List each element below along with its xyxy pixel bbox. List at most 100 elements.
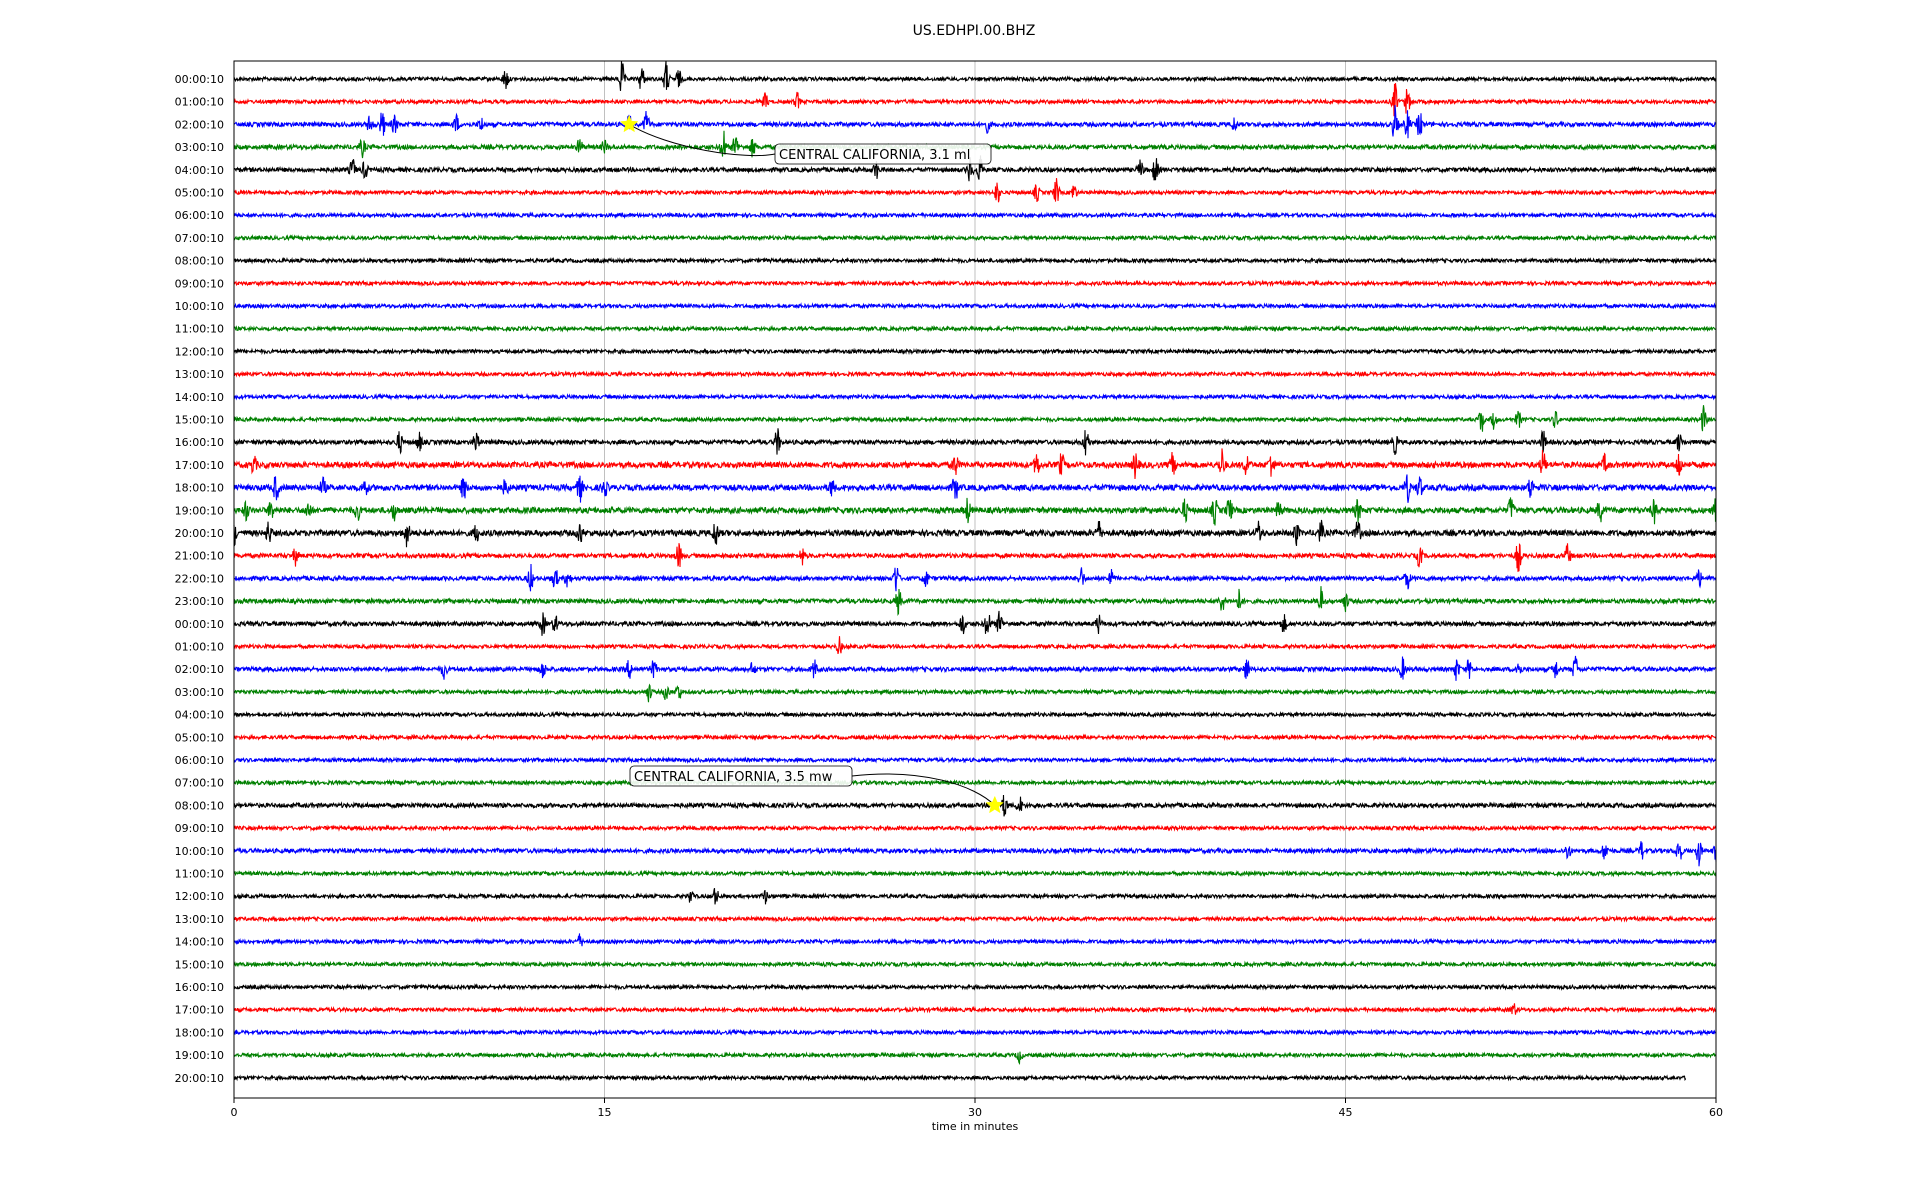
trace-row-23: [233, 586, 1717, 616]
row-label-22: 22:00:10: [175, 572, 224, 585]
row-label-7: 07:00:10: [175, 232, 224, 245]
trace-row-7: [233, 233, 1717, 242]
trace-row-35: [233, 869, 1717, 878]
row-label-19: 19:00:10: [175, 504, 224, 517]
trace-row-14: [233, 392, 1717, 401]
row-label-12: 12:00:10: [175, 345, 224, 358]
trace-row-39: [233, 960, 1717, 969]
row-label-20: 20:00:10: [175, 527, 224, 540]
trace-row-16: [233, 428, 1717, 456]
x-axis-label: time in minutes: [932, 1120, 1019, 1133]
row-label-42: 18:00:10: [175, 1026, 224, 1039]
trace-row-20: [233, 519, 1717, 548]
event-star-marker-0: [619, 114, 639, 133]
annotation-arrow-1: [851, 773, 996, 806]
row-label-44: 20:00:10: [175, 1072, 224, 1085]
row-label-9: 09:00:10: [175, 277, 224, 290]
trace-row-34: [233, 841, 1717, 867]
row-label-6: 06:00:10: [175, 209, 224, 222]
row-label-23: 23:00:10: [175, 595, 224, 608]
row-label-0: 00:00:10: [175, 73, 224, 86]
trace-row-36: [233, 888, 1717, 905]
x-tick-label-30: 30: [968, 1106, 982, 1119]
row-label-16: 16:00:10: [175, 436, 224, 449]
trace-row-28: [233, 710, 1717, 719]
trace-row-22: [233, 563, 1717, 592]
row-label-27: 03:00:10: [175, 686, 224, 699]
trace-row-33: [233, 824, 1717, 833]
annotations-group: CENTRAL CALIFORNIA, 3.1 ml CENTRAL CALIFO…: [619, 114, 1004, 814]
row-label-11: 11:00:10: [175, 323, 224, 336]
row-label-39: 15:00:10: [175, 958, 224, 971]
x-axis-ticks: 0 15 30 45 60: [231, 1098, 1723, 1119]
row-label-29: 05:00:10: [175, 731, 224, 744]
x-tick-label-60: 60: [1709, 1106, 1723, 1119]
row-label-3: 03:00:10: [175, 141, 224, 154]
trace-row-4: [233, 155, 1717, 182]
event-star-marker-1: [985, 795, 1004, 814]
x-tick-label-0: 0: [231, 1106, 238, 1119]
annotation-arrow-0: [628, 123, 776, 157]
row-label-10: 10:00:10: [175, 300, 224, 313]
annotation-box-1: [629, 765, 853, 787]
trace-row-6: [233, 211, 1717, 220]
trace-row-17: [233, 448, 1717, 480]
row-label-15: 15:00:10: [175, 414, 224, 427]
trace-row-21: [233, 543, 1717, 572]
row-label-43: 19:00:10: [175, 1049, 224, 1062]
trace-row-18: [233, 474, 1717, 503]
row-label-13: 13:00:10: [175, 368, 224, 381]
row-label-25: 01:00:10: [175, 641, 224, 654]
row-label-18: 18:00:10: [175, 482, 224, 495]
trace-row-12: [233, 347, 1717, 356]
trace-row-26: [233, 655, 1717, 681]
trace-row-25: [233, 636, 1717, 655]
row-label-40: 16:00:10: [175, 981, 224, 994]
row-label-26: 02:00:10: [175, 663, 224, 676]
row-label-14: 14:00:10: [175, 391, 224, 404]
row-label-41: 17:00:10: [175, 1004, 224, 1017]
trace-row-8: [233, 256, 1717, 265]
trace-row-38: [233, 933, 1717, 947]
trace-row-40: [233, 983, 1717, 991]
annotation-text-1: CENTRAL CALIFORNIA, 3.5 mw: [634, 770, 833, 785]
x-tick-label-45: 45: [1339, 1106, 1353, 1119]
row-label-28: 04:00:10: [175, 709, 224, 722]
trace-row-0: [233, 60, 1717, 91]
trace-row-41: [233, 1003, 1717, 1015]
trace-row-43: [233, 1051, 1717, 1066]
row-label-2: 02:00:10: [175, 118, 224, 131]
trace-row-2: [233, 104, 1717, 139]
trace-row-37: [233, 914, 1717, 923]
row-label-5: 05:00:10: [175, 187, 224, 200]
trace-row-9: [233, 279, 1717, 288]
row-label-30: 06:00:10: [175, 754, 224, 767]
trace-row-32: [233, 794, 1717, 817]
row-label-21: 21:00:10: [175, 550, 224, 563]
x-tick-label-15: 15: [598, 1106, 612, 1119]
annotation-text-0: CENTRAL CALIFORNIA, 3.1 ml: [779, 148, 970, 163]
row-label-1: 01:00:10: [175, 96, 224, 109]
row-label-24: 00:00:10: [175, 618, 224, 631]
trace-row-27: [233, 683, 1717, 703]
traces-group: [233, 60, 1717, 1082]
trace-row-31: [233, 778, 1717, 787]
trace-row-13: [233, 370, 1717, 379]
annotation-box-0: [774, 143, 992, 165]
row-labels-group: 00:00:10 01:00:10 02:00:10 03:00:10 04:00:10…: [175, 73, 224, 1085]
row-label-17: 17:00:10: [175, 459, 224, 472]
trace-row-15: [233, 405, 1717, 432]
row-label-38: 14:00:10: [175, 936, 224, 949]
row-label-37: 13:00:10: [175, 913, 224, 926]
trace-row-10: [233, 302, 1717, 310]
row-label-35: 11:00:10: [175, 868, 224, 881]
trace-row-1: [233, 83, 1717, 117]
trace-row-11: [233, 324, 1717, 333]
trace-row-44: [233, 1073, 1686, 1082]
row-label-33: 09:00:10: [175, 822, 224, 835]
row-label-34: 10:00:10: [175, 845, 224, 858]
trace-row-30: [233, 756, 1717, 764]
row-label-32: 08:00:10: [175, 799, 224, 812]
trace-row-19: [233, 497, 1717, 526]
